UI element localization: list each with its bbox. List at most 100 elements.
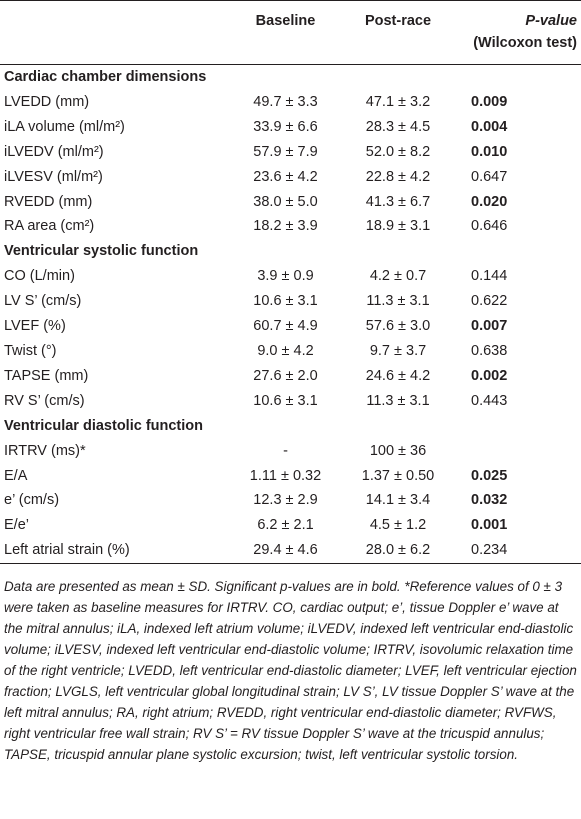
data-row: iLVESV (ml/m²) 23.6 ± 4.2 22.8 ± 4.2 0.647 (0, 165, 581, 190)
post-race-cell: 11.3 ± 3.1 (366, 293, 430, 310)
p-value-cell: 0.622 (471, 293, 508, 310)
table-header: Baseline Post-race P-value (Wilcoxon test… (0, 0, 581, 65)
p-value-cell: 0.002 (471, 367, 508, 384)
row-label: E/e’ (4, 517, 29, 534)
post-race-cell: 9.7 ± 3.7 (369, 342, 427, 359)
data-row: IRTRV (ms)* - 100 ± 36 (0, 439, 581, 464)
data-row: RA area (cm²) 18.2 ± 3.9 18.9 ± 3.1 0.646 (0, 214, 581, 239)
p-value-cell (453, 439, 581, 464)
baseline-cell: 1.11 ± 0.32 (249, 467, 322, 484)
baseline-cell: 60.7 ± 4.9 (253, 318, 318, 335)
header-row: Baseline Post-race P-value (Wilcoxon test… (0, 0, 581, 65)
data-row: e’ (cm/s) 12.3 ± 2.9 14.1 ± 3.4 0.032 (0, 488, 581, 513)
row-label: Left atrial strain (%) (4, 542, 130, 559)
row-label: iLVEDV (ml/m²) (4, 143, 104, 160)
row-label: RV S’ (cm/s) (4, 392, 85, 409)
post-race-cell: 28.3 ± 4.5 (365, 118, 431, 135)
footnote: Data are presented as mean ± SD. Signifi… (4, 579, 577, 763)
data-row: Twist (°) 9.0 ± 4.2 9.7 ± 3.7 0.638 (0, 339, 581, 364)
header-cell: Post-race (343, 0, 453, 65)
data-row: E/e’ 6.2 ± 2.1 4.5 ± 1.2 0.001 (0, 513, 581, 538)
p-value-cell: 0.020 (471, 193, 508, 210)
row-label: LV S’ (cm/s) (4, 293, 82, 310)
data-row: RV S’ (cm/s) 10.6 ± 3.1 11.3 ± 3.1 0.443 (0, 389, 581, 414)
row-label: E/A (4, 467, 28, 484)
row-label: RA area (cm²) (4, 218, 95, 235)
section-row: Ventricular diastolic function (0, 414, 581, 439)
p-value-cell: 0.010 (471, 143, 508, 160)
baseline-cell: - (283, 442, 288, 459)
section-row: Cardiac chamber dimensions (0, 65, 581, 90)
p-value-cell: 0.032 (471, 492, 508, 509)
data-row: Left atrial strain (%) 29.4 ± 4.6 28.0 ± 6… (0, 538, 581, 563)
baseline-cell: 9.0 ± 4.2 (257, 342, 314, 359)
p-value-cell: 0.004 (471, 118, 508, 135)
data-row: TAPSE (mm) 27.6 ± 2.0 24.6 ± 4.2 0.002 (0, 364, 581, 389)
post-race-cell: 41.3 ± 6.7 (365, 193, 431, 210)
row-label: e’ (cm/s) (4, 492, 60, 509)
data-row: E/A 1.11 ± 0.32 1.37 ± 0.50 0.025 (0, 464, 581, 489)
post-race-cell: 47.1 ± 3.2 (365, 93, 431, 110)
row-label: Twist (°) (4, 342, 57, 359)
data-row: iLA volume (ml/m²) 33.9 ± 6.6 28.3 ± 4.5 0.… (0, 115, 581, 140)
data-row: RVEDD (mm) 38.0 ± 5.0 41.3 ± 6.7 0.020 (0, 190, 581, 215)
data-row: LVEF (%) 60.7 ± 4.9 57.6 ± 3.0 0.007 (0, 314, 581, 339)
row-label: iLVESV (ml/m²) (4, 168, 103, 185)
baseline-cell: 49.7 ± 3.3 (253, 93, 318, 110)
p-value-cell: 0.025 (471, 467, 508, 484)
post-race-cell: 1.37 ± 0.50 (361, 467, 435, 484)
section-title: Ventricular systolic function (4, 243, 199, 260)
p-value-cell: 0.144 (471, 268, 508, 285)
results-table: Baseline Post-race P-value (Wilcoxon test… (0, 0, 581, 565)
section-title: Cardiac chamber dimensions (4, 69, 207, 85)
p-value-cell: 0.001 (471, 517, 508, 534)
data-row: iLVEDV (ml/m²) 57.9 ± 7.9 52.0 ± 8.2 0.010 (0, 140, 581, 165)
post-race-cell: 18.9 ± 3.1 (365, 218, 431, 235)
row-label: TAPSE (mm) (4, 367, 89, 384)
baseline-cell: 29.4 ± 4.6 (253, 542, 318, 559)
post-race-cell: 24.6 ± 4.2 (365, 367, 431, 384)
post-race-cell: 14.1 ± 3.4 (365, 492, 431, 509)
table-body: Cardiac chamber dimensions LVEDD (mm) 49.7… (0, 65, 581, 564)
baseline-cell: 38.0 ± 5.0 (253, 193, 318, 210)
header-empty (0, 0, 228, 65)
post-race-cell: 22.8 ± 4.2 (365, 168, 431, 185)
row-label: LVEDD (mm) (4, 93, 90, 110)
post-race-cell: 52.0 ± 8.2 (365, 143, 431, 160)
section-row: Ventricular systolic function (0, 239, 581, 264)
baseline-cell: 12.3 ± 2.9 (253, 492, 318, 509)
row-label: LVEF (%) (4, 318, 66, 335)
p-value-cell: 0.007 (471, 318, 508, 335)
data-row: CO (L/min) 3.9 ± 0.9 4.2 ± 0.7 0.144 (0, 264, 581, 289)
baseline-cell: 27.6 ± 2.0 (253, 367, 318, 384)
baseline-cell: 57.9 ± 7.9 (253, 143, 318, 160)
baseline-cell: 23.6 ± 4.2 (253, 168, 318, 185)
header-cell: Baseline (228, 0, 343, 65)
header-cell: P-value (Wilcoxon test) (453, 0, 581, 65)
baseline-cell: 33.9 ± 6.6 (253, 118, 318, 135)
baseline-cell: 18.2 ± 3.9 (253, 218, 318, 235)
p-value-cell: 0.638 (471, 342, 508, 359)
post-race-cell: 100 ± 36 (369, 442, 427, 459)
p-value-cell: 0.009 (471, 93, 508, 110)
post-race-cell: 57.6 ± 3.0 (365, 318, 431, 335)
p-value-cell: 0.646 (471, 218, 508, 235)
section-title: Ventricular diastolic function (4, 417, 204, 434)
data-row: LVEDD (mm) 49.7 ± 3.3 47.1 ± 3.2 0.009 (0, 90, 581, 115)
row-label: IRTRV (ms)* (4, 442, 86, 459)
row-label: iLA volume (ml/m²) (4, 118, 125, 135)
post-race-cell: 28.0 ± 6.2 (365, 542, 431, 559)
row-label: RVEDD (mm) (4, 193, 93, 210)
baseline-cell: 3.9 ± 0.9 (257, 268, 314, 285)
p-value-cell: 0.443 (471, 392, 508, 409)
baseline-cell: 10.6 ± 3.1 (253, 293, 318, 310)
baseline-cell: 10.6 ± 3.1 (253, 392, 318, 409)
post-race-cell: 4.2 ± 0.7 (369, 268, 427, 285)
header-test: (Wilcoxon test) (473, 35, 577, 51)
post-race-cell: 4.5 ± 1.2 (369, 517, 427, 534)
baseline-cell: 6.2 ± 2.1 (257, 517, 314, 534)
row-label: CO (L/min) (4, 268, 75, 285)
p-value-cell: 0.647 (471, 168, 508, 185)
post-race-cell: 11.3 ± 3.1 (366, 392, 430, 409)
